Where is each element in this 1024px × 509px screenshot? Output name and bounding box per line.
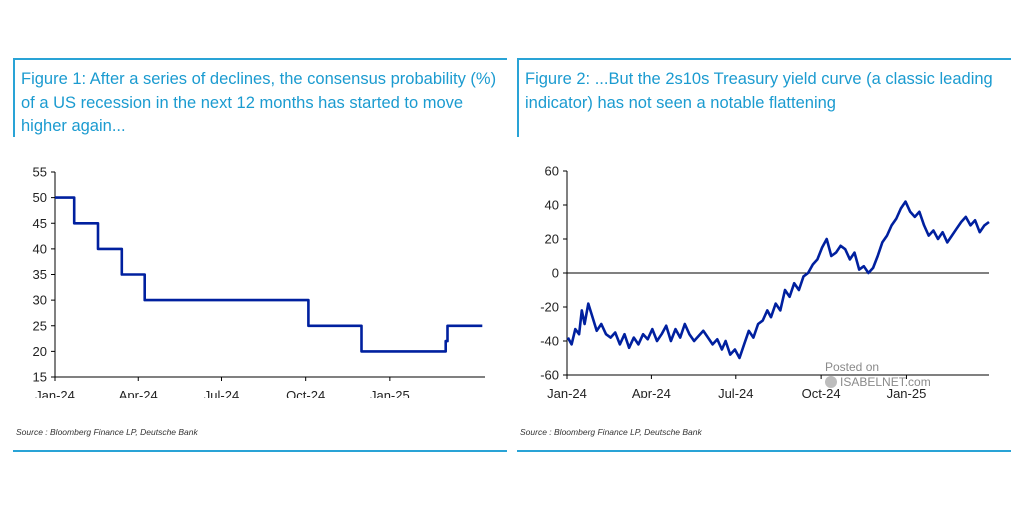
globe-icon bbox=[825, 376, 837, 388]
y-tick-label: -40 bbox=[540, 334, 559, 349]
x-tick-label: Jan-25 bbox=[370, 388, 410, 398]
source-note: Source : Bloomberg Finance LP, Deutsche … bbox=[520, 427, 702, 437]
x-tick-label: Jan-25 bbox=[887, 386, 927, 398]
x-tick-label: Oct-24 bbox=[286, 388, 325, 398]
series-line bbox=[55, 196, 483, 353]
x-tick-label: Oct-24 bbox=[802, 386, 841, 398]
y-tick-label: 45 bbox=[33, 216, 47, 231]
y-tick-label: 60 bbox=[545, 164, 559, 179]
chart-title: Figure 1: After a series of declines, th… bbox=[21, 70, 497, 135]
watermark: Posted on ISABELNET.com bbox=[825, 360, 931, 390]
y-tick-label: 0 bbox=[552, 266, 559, 281]
panel-left-rule bbox=[517, 58, 519, 137]
panel-left-rule bbox=[13, 58, 15, 137]
y-tick-label: 50 bbox=[33, 190, 47, 205]
x-tick-label: Jul-24 bbox=[718, 386, 753, 398]
recession-probability-chart: 15 20 25 30 35 40 45 50 55 Jan-24 Apr-24 Jul-24 Oct-… bbox=[33, 165, 485, 398]
x-tick-label: Apr-24 bbox=[632, 386, 671, 398]
x-tick-label: Jan-24 bbox=[547, 386, 587, 398]
x-tick-label: Jul-24 bbox=[204, 388, 239, 398]
watermark-line-1: Posted on bbox=[825, 360, 880, 374]
y-tick-label: -20 bbox=[540, 300, 559, 315]
y-tick-label: 40 bbox=[33, 241, 47, 256]
chart-panel-1: Figure 1: After a series of declines, th… bbox=[13, 58, 507, 452]
x-tick-label: Apr-24 bbox=[119, 388, 158, 398]
chart-panel-2: Figure 2: ...But the 2s10s Treasury yiel… bbox=[517, 58, 1011, 452]
y-tick-label: 20 bbox=[545, 232, 559, 247]
y-tick-label: 20 bbox=[33, 344, 47, 359]
y-tick-label: 40 bbox=[545, 198, 559, 213]
source-note: Source : Bloomberg Finance LP, Deutsche … bbox=[16, 427, 198, 437]
panel-bottom-rule bbox=[13, 450, 507, 452]
y-tick-label: -60 bbox=[540, 368, 559, 383]
panel-top-rule bbox=[13, 58, 507, 60]
series-line bbox=[566, 200, 990, 360]
watermark-line-2: ISABELNET.com bbox=[840, 375, 931, 389]
chart-title: Figure 2: ...But the 2s10s Treasury yiel… bbox=[525, 70, 993, 112]
y-tick-label: 55 bbox=[33, 165, 47, 180]
yield-curve-chart: -60 -40 -20 0 20 40 60 Jan-24 Apr-24 Jul-24 Oct-24… bbox=[540, 164, 990, 398]
x-tick-label: Jan-24 bbox=[35, 388, 75, 398]
y-tick-label: 25 bbox=[33, 318, 47, 333]
panel-bottom-rule bbox=[517, 450, 1011, 452]
y-tick-label: 15 bbox=[33, 370, 47, 385]
y-tick-label: 35 bbox=[33, 267, 47, 282]
panel-top-rule bbox=[517, 58, 1011, 60]
y-tick-label: 30 bbox=[33, 293, 47, 308]
